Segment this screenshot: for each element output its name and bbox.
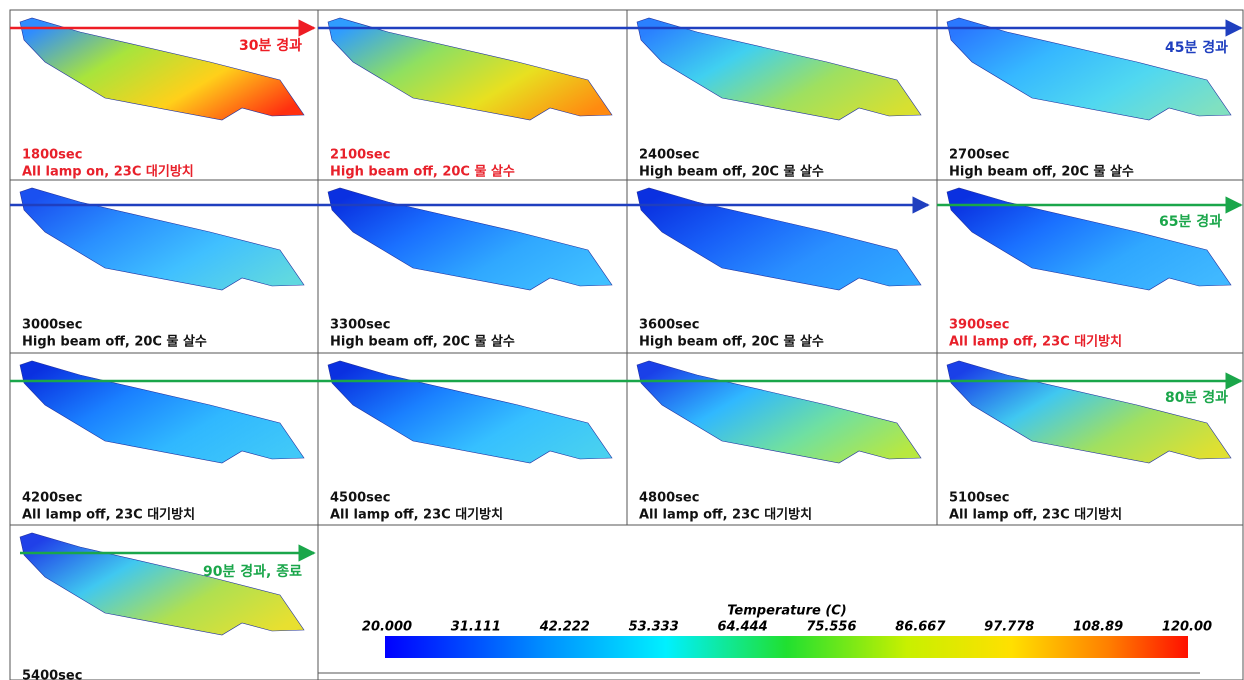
arrow-label: 45분 경과	[1165, 39, 1228, 56]
lamp-temperature-map	[20, 188, 304, 290]
colorbar-tick-label: 53.333	[629, 620, 679, 635]
panel-time: 3000sec	[22, 318, 82, 333]
panel-condition: All lamp off, 23C 대기방치	[330, 507, 503, 523]
colorbar-tick-label: 75.556	[806, 620, 856, 635]
lamp-temperature-map	[20, 18, 304, 120]
panel-time: 1800sec	[22, 148, 82, 163]
colorbar-tick-label: 42.222	[539, 620, 590, 635]
lamp-temperature-map	[947, 361, 1231, 463]
panel-condition: All lamp off, 23C 대기방치	[639, 507, 812, 523]
panel-time: 3300sec	[330, 318, 390, 333]
figure: Temperature (C) 1800secAll lamp on, 23C …	[0, 0, 1244, 680]
colorbar-title: Temperature (C)	[727, 604, 847, 619]
lamp-temperature-map	[947, 188, 1231, 290]
panel-time: 4800sec	[639, 491, 699, 506]
panel-condition: All lamp on, 23C 대기방치	[22, 164, 194, 180]
panel-condition: High beam off, 20C 물 살수	[639, 334, 824, 350]
colorbar-tick-label: 20.000	[362, 620, 412, 635]
panel-condition: High beam off, 20C 물 살수	[330, 334, 515, 350]
arrow-label: 80분 경과	[1165, 389, 1228, 406]
panel-time: 3900sec	[949, 318, 1009, 333]
panel-condition: High beam off, 20C 물 살수	[330, 164, 515, 180]
lamp-temperature-map	[637, 188, 921, 290]
lamp-temperature-map	[20, 533, 304, 635]
arrow-label: 90분 경과, 종료	[203, 563, 302, 580]
panel-time: 2100sec	[330, 148, 390, 163]
panel-time: 2400sec	[639, 148, 699, 163]
colorbar-tick-label: 86.667	[895, 620, 946, 635]
arrow-label: 65분 경과	[1159, 213, 1222, 230]
colorbar-tick-label: 120.00	[1162, 620, 1212, 635]
panel-condition: All lamp off, 23C 대기방치	[22, 507, 195, 523]
panel-time: 2700sec	[949, 148, 1009, 163]
panel-condition: High beam off, 20C 물 살수	[949, 164, 1134, 180]
panel-condition: All lamp off, 23C 대기방치	[949, 334, 1122, 350]
colorbar-tick-label: 64.444	[717, 620, 767, 635]
lamp-temperature-map	[947, 18, 1231, 120]
colorbar-tick-label: 108.89	[1073, 620, 1123, 635]
panel-time: 5100sec	[949, 491, 1009, 506]
lamp-temperature-map	[637, 18, 921, 120]
panel-time: 4200sec	[22, 491, 82, 506]
lamp-temperature-map	[328, 18, 612, 120]
panel-time: 4500sec	[330, 491, 390, 506]
lamp-temperature-map	[637, 361, 921, 463]
panel-condition: High beam off, 20C 물 살수	[639, 164, 824, 180]
panel-condition: All lamp off, 23C 대기방치	[949, 507, 1122, 523]
lamp-temperature-map	[328, 361, 612, 463]
arrow-label: 30분 경과	[239, 37, 302, 54]
lamp-temperature-map	[328, 188, 612, 290]
colorbar-tick-label: 31.111	[451, 620, 501, 635]
colorbar-tick-label: 97.778	[984, 620, 1034, 635]
lamp-temperature-map	[20, 361, 304, 463]
panel-time: 3600sec	[639, 318, 699, 333]
panel-time: 5400sec	[22, 669, 82, 680]
colorbar	[385, 636, 1188, 658]
panel: 5400sec	[20, 533, 304, 680]
panel-condition: High beam off, 20C 물 살수	[22, 334, 207, 350]
